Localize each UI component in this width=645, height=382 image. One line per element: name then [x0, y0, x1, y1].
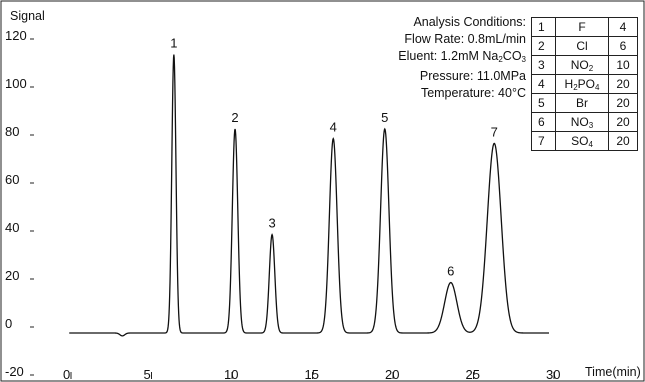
ion-name-text: NO — [570, 114, 589, 129]
ion-name-text: Br — [576, 96, 588, 110]
conditions-flow-rate: Flow Rate: 0.8mL/min — [404, 32, 526, 46]
peak-label: 3 — [268, 216, 275, 231]
peak-label: 2 — [231, 110, 238, 125]
peak-label: 7 — [491, 124, 498, 139]
eluent-sub1: 2 — [498, 55, 503, 64]
ion-name-cell: SO4 — [555, 131, 609, 151]
eluent-prefix: Eluent: 1.2mM Na — [398, 49, 499, 63]
x-tick-label: 30 — [546, 367, 560, 382]
ion-table-row: 1 F 4 — [531, 17, 638, 37]
ion-subscript: 4 — [588, 139, 593, 149]
y-tick-label: 60 — [5, 172, 19, 187]
ion-concentration-cell: 20 — [608, 112, 638, 132]
x-tick-label: 20 — [385, 367, 399, 382]
ion-concentration-cell: 4 — [608, 17, 638, 37]
ion-name-cell: Cl — [555, 36, 609, 56]
x-axis-label: Time(min) — [585, 365, 641, 379]
ion-name-text: H — [564, 76, 574, 91]
peak-label-group: 1 2 3 4 5 6 7 — [170, 36, 498, 279]
eluent-mid: CO — [502, 49, 522, 63]
ion-concentration-cell: 20 — [608, 93, 638, 113]
ion-concentration-cell: 6 — [608, 36, 638, 56]
ion-number-cell: 5 — [531, 93, 556, 113]
x-tick-label: 5 — [144, 367, 151, 382]
x-tick-group: 0 5 10 15 20 25 30 — [63, 367, 560, 382]
ion-name-cell: H2PO4 — [555, 74, 609, 94]
ion-name-text: F — [578, 20, 586, 34]
ion-number-cell: 7 — [531, 131, 556, 151]
ion-name-tail: PO — [577, 76, 595, 91]
y-axis-label: Signal — [10, 9, 45, 23]
ion-table-row: 3 NO2 10 — [531, 55, 638, 75]
ion-number-cell: 1 — [531, 17, 556, 37]
chromatogram-trace — [69, 54, 549, 337]
conditions-temperature: Temperature: 40°C — [420, 86, 526, 100]
ion-number-cell: 2 — [531, 36, 556, 56]
ion-concentration-cell: 20 — [608, 74, 638, 94]
ion-table-row: 6 NO3 20 — [531, 112, 638, 132]
y-tick-group: -20 0 20 40 60 80 100 120 — [5, 28, 34, 379]
ion-table-row: 7 SO4 20 — [531, 131, 638, 151]
ion-table: 1 F 4 2 Cl 6 3 NO2 10 4 H2PO4 20 5 Br 20 6 NO3 20 7 SO4 20 — [531, 17, 638, 151]
y-tick-label: 120 — [5, 28, 27, 43]
y-tick-label: 40 — [5, 220, 19, 235]
conditions-eluent: Eluent: 1.2mM Na2CO3 — [398, 48, 526, 68]
y-tick-label: 100 — [5, 76, 27, 91]
ion-subscript: 2 — [573, 82, 578, 92]
peak-label: 5 — [381, 110, 388, 125]
ion-name-cell: F — [555, 17, 609, 37]
ion-subscript: 4 — [595, 82, 600, 92]
ion-number-cell: 4 — [531, 74, 556, 94]
x-tick-label: 15 — [305, 367, 319, 382]
y-tick-label: 20 — [5, 268, 19, 283]
ion-table-row: 4 H2PO4 20 — [531, 74, 638, 94]
ion-concentration-cell: 10 — [608, 55, 638, 75]
peak-label: 4 — [330, 120, 337, 135]
ion-number-cell: 6 — [531, 112, 556, 132]
ion-concentration-cell: 20 — [608, 131, 638, 151]
peak-label: 1 — [170, 36, 177, 51]
ion-name-text: Cl — [576, 39, 588, 53]
eluent-sub2: 3 — [521, 55, 526, 64]
analysis-conditions: Analysis Conditions: Flow Rate: 0.8mL/mi… — [398, 14, 526, 102]
ion-number-cell: 3 — [531, 55, 556, 75]
conditions-pressure: Pressure: 11.0MPa — [419, 69, 526, 83]
ion-name-cell: NO3 — [555, 112, 609, 132]
peak-label: 6 — [447, 264, 454, 279]
x-tick-label: 10 — [224, 367, 238, 382]
y-tick-label: 80 — [5, 124, 19, 139]
y-tick-label: -20 — [5, 364, 24, 379]
ion-table-row: 2 Cl 6 — [531, 36, 638, 56]
conditions-title: Analysis Conditions: — [413, 15, 526, 29]
ion-subscript: 2 — [588, 63, 594, 73]
x-tick-label: 25 — [466, 367, 480, 382]
ion-name-cell: Br — [555, 93, 609, 113]
ion-name-text: NO — [570, 57, 589, 72]
y-tick-label: 0 — [5, 316, 12, 331]
ion-name-text: SO — [571, 133, 589, 148]
ion-name-cell: NO2 — [555, 55, 609, 75]
x-tick-label: 0 — [63, 367, 70, 382]
ion-subscript: 3 — [588, 120, 594, 130]
ion-table-row: 5 Br 20 — [531, 93, 638, 113]
